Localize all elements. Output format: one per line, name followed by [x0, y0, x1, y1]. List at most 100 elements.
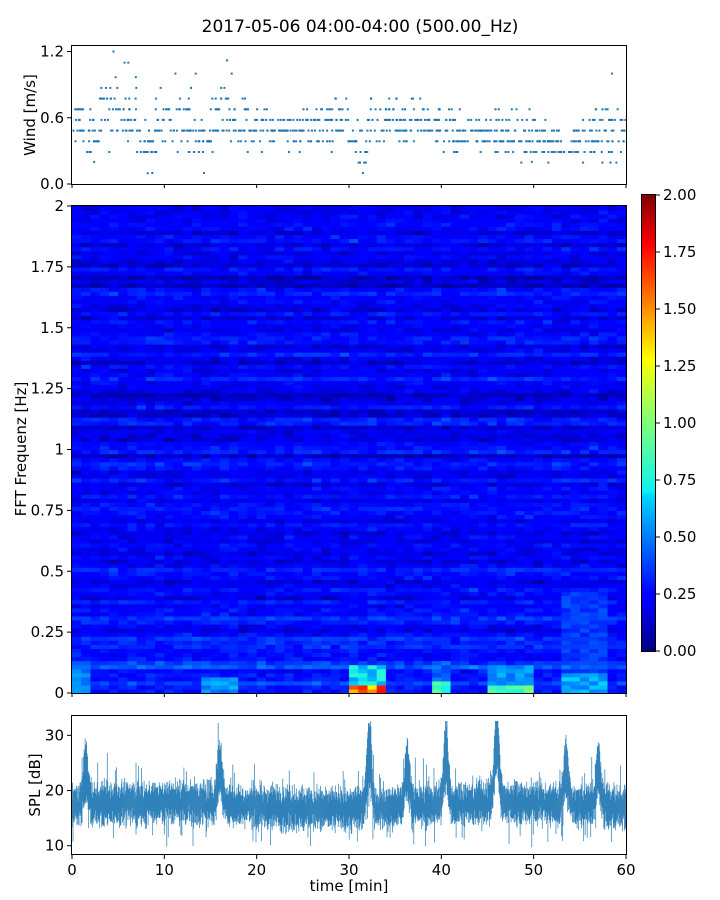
spectrogram-cell	[570, 546, 581, 552]
spectrogram-cell	[293, 684, 304, 690]
spectrogram-cell	[579, 498, 590, 503]
spectrogram-cell	[284, 644, 295, 649]
spectrogram-cell	[404, 417, 415, 422]
spectrogram-cell	[210, 486, 221, 491]
spectrogram-cell	[238, 498, 249, 503]
wind-point-226	[213, 129, 216, 132]
spectrogram-cell	[589, 571, 599, 576]
spectrogram-cell	[542, 546, 553, 552]
spectrogram-cell	[570, 490, 581, 495]
wind-point-234	[221, 129, 224, 132]
spectrogram-cell	[349, 538, 359, 544]
spectrogram-cell	[321, 433, 332, 438]
spectrogram-cell	[570, 433, 581, 438]
wind-point-149	[186, 140, 189, 143]
spectrogram-cell	[589, 555, 599, 560]
spectrogram-cell	[422, 453, 433, 459]
spectrogram-cell	[385, 461, 396, 467]
spectrogram-cell	[598, 506, 609, 511]
wind-point-572	[444, 129, 447, 132]
spectrogram-cell	[579, 546, 590, 552]
spectrogram-cell	[413, 530, 424, 536]
spectrogram-cell	[404, 514, 415, 520]
spectrogram-cell	[155, 506, 165, 511]
spectrogram-cell	[108, 433, 119, 438]
spectrogram-cell	[487, 688, 498, 694]
spectrogram-cell	[404, 684, 415, 690]
spectrogram-cell	[155, 660, 165, 666]
spectrogram-cell	[192, 469, 202, 475]
spectrogram-cell	[265, 506, 276, 511]
spectrogram-cell	[228, 603, 239, 609]
wind-point-30	[95, 140, 98, 143]
spectrogram-cell	[127, 469, 138, 475]
spectrogram-cell	[432, 425, 442, 430]
spectrogram-cell	[404, 522, 415, 528]
spectrogram-cell	[450, 421, 461, 426]
spectrogram-cell	[570, 441, 581, 447]
spectrogram-cell	[155, 453, 165, 459]
spectrogram-cell	[275, 680, 285, 686]
wind-point-828	[617, 140, 620, 143]
spectrogram-cell	[367, 676, 378, 682]
spectrogram-cell	[432, 494, 442, 499]
spectrogram-cell	[385, 481, 396, 487]
spectrogram-cell	[422, 660, 433, 666]
spectrogram-cell	[302, 433, 313, 438]
spectrogram-cell	[219, 461, 230, 467]
spectrogram-cell	[561, 433, 572, 438]
spectrogram-cell	[607, 563, 618, 568]
spectrogram-cell	[404, 575, 415, 580]
spectrogram-cell	[155, 672, 165, 678]
spectrogram-cell	[108, 640, 119, 645]
spectrogram-cell	[108, 644, 119, 649]
spectrogram-cell	[108, 563, 119, 568]
spectrogram-cell	[459, 461, 470, 467]
spectrogram-cell	[395, 611, 405, 617]
spectrogram-cell	[108, 571, 119, 576]
spectrogram-cell	[395, 498, 405, 503]
spectrogram-cell	[579, 628, 590, 633]
wind-point-834	[589, 129, 592, 132]
spectrogram-cell	[598, 530, 609, 536]
wind-point-598	[475, 129, 477, 132]
spectrogram-cell	[302, 486, 313, 491]
wind-point-105	[136, 151, 139, 153]
spectrogram-cell	[376, 619, 387, 625]
spectrogram-cell	[265, 453, 276, 459]
wind-point-179	[178, 108, 181, 111]
spectrogram-cell	[552, 644, 562, 649]
spectrogram-cell	[182, 518, 193, 524]
spectrogram-cell	[358, 644, 369, 649]
spectrogram-cell	[81, 660, 92, 666]
spectrogram-cell	[533, 628, 544, 633]
spectrogram-cell	[90, 632, 101, 637]
spectrogram-cell	[164, 652, 175, 658]
spectrogram-cell	[441, 644, 452, 649]
spectrogram-cell	[524, 583, 535, 589]
spectrogram-cell	[459, 571, 470, 576]
spectrogram-cell	[127, 477, 138, 483]
spectrogram-cell	[81, 465, 92, 471]
wind-point-692	[524, 129, 527, 132]
wind-point-563	[463, 140, 465, 143]
spectrogram-cell	[450, 469, 461, 475]
spectrogram-cell	[533, 640, 544, 645]
spectrogram-cell	[99, 611, 110, 617]
spectrogram-cell	[127, 473, 138, 479]
spectrogram-cell	[432, 453, 442, 459]
spectrogram-cell	[524, 555, 535, 560]
spectrogram-cell	[118, 494, 128, 499]
spectrogram-cell	[358, 664, 369, 670]
wind-point-752	[550, 129, 553, 132]
wind-point-69	[135, 108, 137, 111]
wind-point-654	[495, 140, 498, 143]
spectrogram-cell	[127, 433, 138, 438]
spectrogram-cell	[570, 518, 581, 524]
wind-point-607	[479, 129, 481, 132]
spectrogram-cell	[321, 481, 332, 487]
spectrogram-cell	[478, 473, 489, 479]
spectrogram-cell	[265, 486, 276, 491]
spectrogram-cell	[173, 624, 184, 629]
spectrogram-cell	[339, 591, 350, 597]
